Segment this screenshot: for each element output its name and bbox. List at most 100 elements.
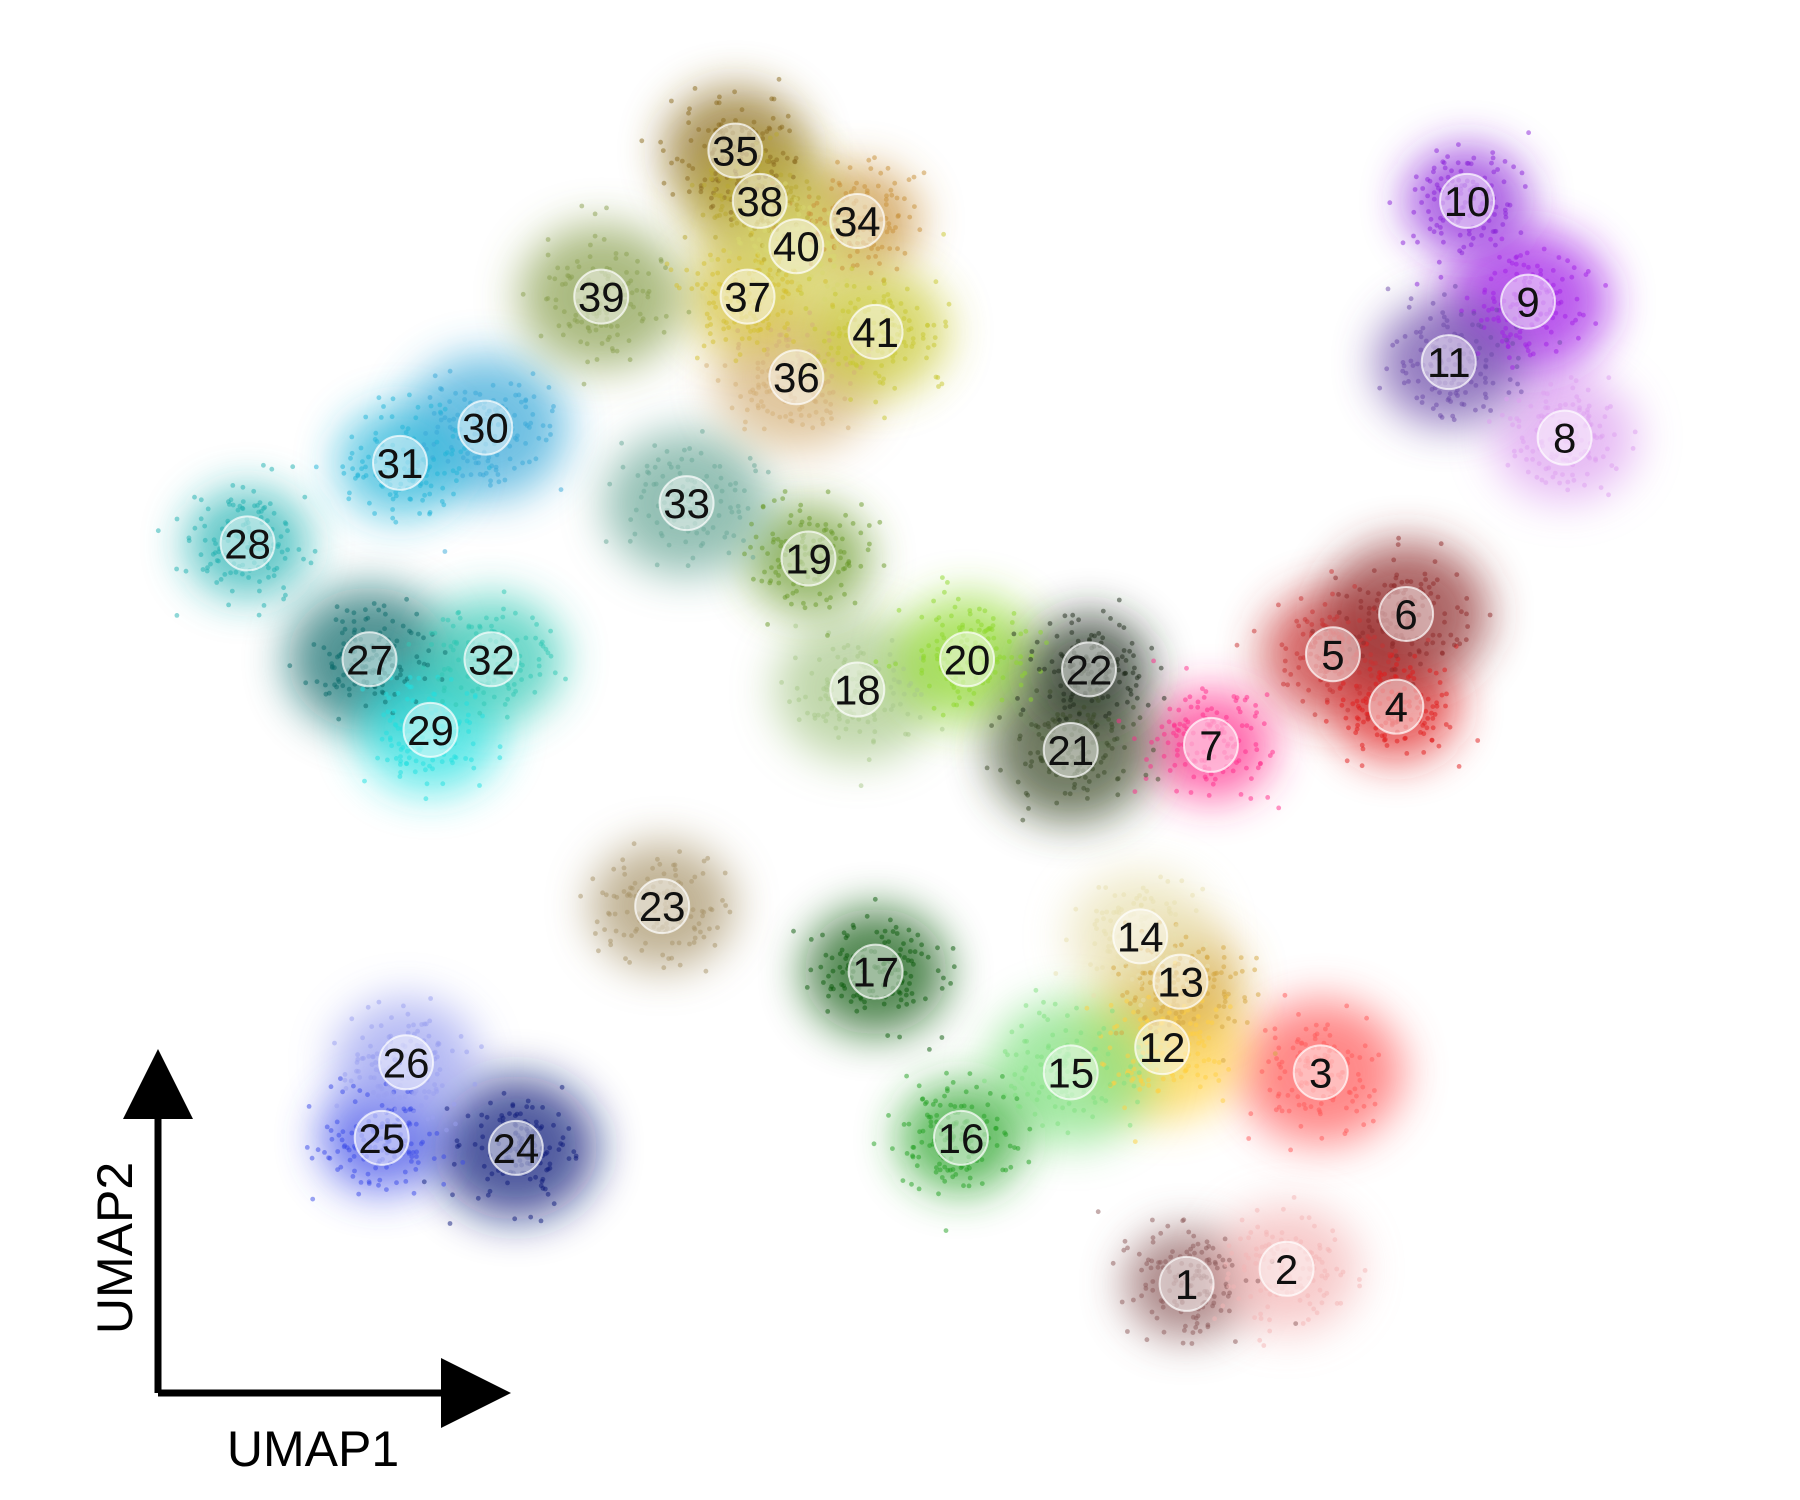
- data-point: [1201, 1058, 1207, 1064]
- data-point: [414, 1154, 419, 1159]
- data-point: [894, 266, 900, 272]
- data-point: [934, 638, 940, 644]
- data-point: [361, 1055, 366, 1061]
- data-point: [1452, 642, 1457, 648]
- data-point: [1150, 1217, 1155, 1223]
- data-point: [1586, 403, 1592, 409]
- data-point: [1177, 721, 1183, 727]
- data-point: [1458, 168, 1464, 174]
- data-point: [1369, 628, 1375, 634]
- data-point: [825, 696, 831, 702]
- data-point: [1176, 961, 1181, 967]
- data-point: [841, 660, 847, 666]
- data-point: [1125, 921, 1131, 927]
- data-point: [1152, 921, 1157, 927]
- data-point: [789, 544, 794, 549]
- data-point: [350, 1174, 356, 1179]
- data-point: [886, 939, 892, 944]
- data-point: [1490, 155, 1496, 161]
- data-point: [470, 741, 476, 747]
- data-point: [660, 952, 666, 958]
- data-point: [612, 911, 618, 917]
- data-point: [1517, 306, 1523, 312]
- data-point: [1406, 699, 1412, 705]
- data-point: [1468, 350, 1474, 355]
- cluster-points: [1387, 130, 1531, 287]
- data-point: [528, 1214, 534, 1220]
- data-point: [1461, 351, 1467, 357]
- data-point: [1464, 295, 1470, 301]
- data-point: [1418, 581, 1424, 587]
- data-point: [1446, 396, 1452, 401]
- data-point: [369, 1062, 375, 1067]
- data-point: [1478, 318, 1484, 323]
- data-point: [422, 1089, 427, 1095]
- data-point: [228, 570, 234, 576]
- data-point: [406, 1149, 412, 1155]
- data-point: [441, 642, 447, 648]
- data-point: [383, 611, 388, 617]
- data-point: [871, 739, 876, 745]
- data-point: [765, 551, 770, 556]
- data-point: [387, 492, 393, 497]
- data-point: [1464, 611, 1469, 617]
- data-point: [1089, 698, 1095, 704]
- data-point: [332, 682, 337, 688]
- data-point: [1317, 1109, 1323, 1115]
- data-point: [1220, 1058, 1226, 1063]
- data-point: [1513, 255, 1519, 260]
- data-point: [432, 1049, 438, 1055]
- data-point: [1543, 405, 1549, 411]
- data-point: [889, 971, 894, 976]
- data-point: [313, 464, 319, 470]
- data-point: [1143, 772, 1149, 778]
- data-point: [1196, 1263, 1201, 1269]
- data-point: [1227, 1004, 1233, 1010]
- data-point: [411, 1190, 417, 1196]
- data-point: [1359, 742, 1365, 748]
- data-point: [1224, 755, 1230, 760]
- data-point: [905, 732, 911, 737]
- data-point: [689, 457, 695, 463]
- data-point: [512, 412, 517, 418]
- data-point: [748, 544, 753, 550]
- data-point: [1152, 928, 1158, 934]
- data-point: [1198, 1004, 1204, 1009]
- data-point: [858, 783, 864, 789]
- data-point: [1470, 235, 1476, 241]
- data-point: [1511, 448, 1517, 454]
- data-point: [1276, 602, 1281, 608]
- data-point: [334, 1119, 340, 1125]
- data-point: [240, 484, 246, 490]
- data-point: [1570, 385, 1576, 391]
- data-point: [394, 638, 400, 644]
- data-point: [762, 569, 767, 575]
- data-point: [901, 1122, 907, 1127]
- data-point: [1165, 1223, 1171, 1229]
- data-point: [1514, 302, 1520, 307]
- data-point: [865, 547, 871, 553]
- data-point: [352, 1099, 358, 1105]
- data-point: [967, 611, 973, 617]
- data-point: [1172, 762, 1178, 768]
- data-point: [629, 885, 635, 891]
- data-point: [1434, 577, 1440, 583]
- data-point: [1342, 1131, 1348, 1137]
- data-point: [228, 497, 234, 503]
- data-point: [896, 607, 902, 613]
- data-point: [1159, 979, 1165, 985]
- data-point: [1309, 1250, 1315, 1256]
- data-point: [504, 714, 510, 720]
- data-point: [1585, 414, 1591, 420]
- data-point: [434, 1071, 440, 1077]
- data-point: [1530, 457, 1535, 462]
- data-point: [406, 641, 412, 647]
- data-point: [977, 627, 982, 633]
- data-point: [1091, 1095, 1096, 1101]
- data-point: [1440, 200, 1446, 206]
- data-point: [1167, 768, 1173, 773]
- data-point: [1432, 559, 1438, 564]
- data-point: [1503, 325, 1509, 331]
- data-point: [1530, 448, 1536, 454]
- data-point: [624, 909, 630, 915]
